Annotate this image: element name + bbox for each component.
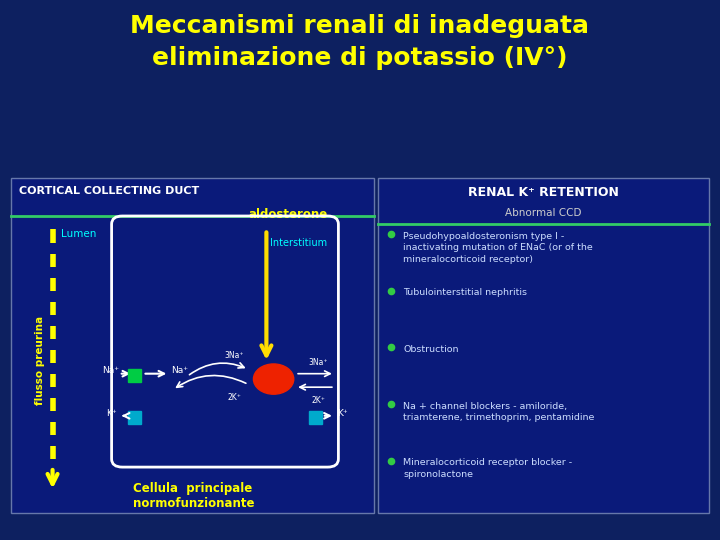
Text: K⁺: K⁺ (337, 409, 348, 417)
Text: Cellula  principale
normofunzionante: Cellula principale normofunzionante (133, 482, 255, 510)
Text: 3Na⁺: 3Na⁺ (309, 358, 328, 367)
Text: Lumen: Lumen (61, 230, 96, 240)
Text: aldosterone: aldosterone (248, 208, 328, 221)
Text: Na⁺: Na⁺ (102, 367, 119, 375)
Text: flusso preurina: flusso preurina (35, 316, 45, 405)
Text: Mineralocorticoid receptor blocker -
spironolactone: Mineralocorticoid receptor blocker - spi… (403, 458, 572, 479)
Text: CORTICAL COLLECTING DUCT: CORTICAL COLLECTING DUCT (19, 186, 199, 197)
Bar (128, 369, 141, 382)
Text: Meccanismi renali di inadeguata: Meccanismi renali di inadeguata (130, 14, 590, 37)
Text: Pseudohypoaldosteronism type I -
inactivating mutation of ENaC (or of the
minera: Pseudohypoaldosteronism type I - inactiv… (403, 232, 593, 264)
Bar (309, 411, 322, 424)
Text: Na⁺: Na⁺ (171, 367, 189, 375)
Text: Interstitium: Interstitium (270, 238, 327, 248)
Text: RENAL K⁺ RETENTION: RENAL K⁺ RETENTION (468, 186, 619, 199)
Text: Tubulointerstitial nephritis: Tubulointerstitial nephritis (403, 288, 527, 298)
FancyBboxPatch shape (11, 178, 374, 513)
Text: K⁺: K⁺ (106, 409, 117, 417)
Text: eliminazione di potassio (IV°): eliminazione di potassio (IV°) (152, 46, 568, 70)
FancyBboxPatch shape (378, 178, 709, 513)
Text: 2K⁺: 2K⁺ (227, 393, 241, 402)
Text: Na + channel blockers - amiloride,
triamterene, trimethoprim, pentamidine: Na + channel blockers - amiloride, triam… (403, 402, 595, 422)
Text: Abnormal CCD: Abnormal CCD (505, 208, 582, 218)
Circle shape (253, 364, 294, 394)
Bar (128, 411, 141, 424)
Text: Obstruction: Obstruction (403, 345, 459, 354)
Text: 3Na⁺: 3Na⁺ (224, 351, 244, 360)
Text: 2K⁺: 2K⁺ (312, 396, 325, 405)
